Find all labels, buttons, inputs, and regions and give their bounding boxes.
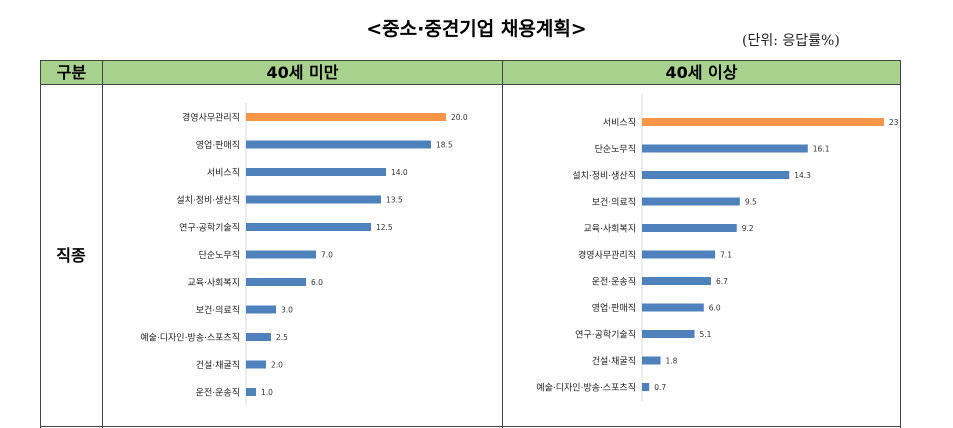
category-label: 영업·판매직: [196, 140, 240, 151]
value-label: 0.7: [654, 383, 666, 392]
category-label: 설치·정비·생산직: [572, 170, 636, 182]
bar: [246, 250, 316, 259]
category-label: 교육·사회복지: [583, 224, 636, 235]
value-label: 1.8: [666, 357, 678, 366]
bar: [642, 356, 661, 365]
category-label: 운전·운송직: [196, 388, 240, 399]
bar: [642, 197, 740, 206]
table-divider-2: [502, 85, 503, 428]
header-over-40: 40세 이상: [502, 60, 901, 85]
value-label: 6.7: [716, 277, 728, 286]
value-label: 5.1: [700, 330, 712, 339]
category-label: 보건·의료직: [196, 305, 240, 316]
value-label: 7.1: [720, 251, 732, 260]
bar: [246, 223, 371, 231]
chart-over-40: 서비스직 23.5 단순노무직 16.1 설치·정비·생산직 14.3 보건·의료직 9.5 교…: [536, 94, 898, 401]
category-label: 단순노무직: [199, 250, 240, 261]
category-label: 건설·채굴직: [196, 360, 240, 371]
header-under-40: 40세 미만: [102, 60, 503, 85]
value-label: 6.0: [311, 278, 323, 287]
bar: [246, 113, 446, 121]
category-label: 예술·디자인·방송·스포츠직: [140, 333, 240, 344]
value-label: 7.0: [321, 251, 333, 260]
category-label: 연구·공학기술직: [575, 330, 636, 341]
table-border-right: [900, 85, 901, 428]
bar: [642, 224, 737, 232]
value-label: 13.5: [386, 196, 403, 205]
bar: [246, 168, 386, 176]
value-label: 1.0: [261, 388, 273, 397]
value-label: 14.3: [794, 171, 811, 180]
bar: [246, 278, 306, 286]
bar: [246, 333, 271, 341]
category-label: 건설·채굴직: [592, 356, 636, 367]
value-label: 18.5: [436, 141, 453, 150]
value-label: 6.0: [709, 304, 721, 313]
bar: [642, 303, 704, 312]
unit-label: (단위: 응답률%): [742, 33, 840, 49]
value-label: 9.2: [742, 224, 754, 233]
bar: [246, 360, 266, 369]
page-title: <중소·중견기업 채용계획>: [366, 18, 587, 40]
value-label: 12.5: [376, 223, 393, 232]
value-label: 14.0: [391, 168, 408, 177]
table-row-bottom: [40, 426, 901, 427]
category-label: 연구·공학기술직: [179, 223, 240, 234]
chart-under-40: 경영사무관리직 20.0 영업·판매직 18.5 서비스직 14.0 설치·정비·생산직 13…: [140, 103, 468, 406]
value-label: 2.0: [271, 361, 283, 370]
table-divider-1: [102, 85, 103, 428]
category-label: 설치·정비·생산직: [176, 194, 240, 206]
bar: [642, 383, 650, 391]
category-label: 서비스직: [603, 118, 636, 129]
row-label-occupation: 직종: [56, 246, 86, 265]
category-label: 경영사무관리직: [182, 112, 240, 124]
category-label: 경영사무관리직: [578, 249, 636, 261]
value-label: 20.0: [451, 113, 468, 122]
bar: [642, 330, 695, 338]
category-label: 예술·디자인·방송·스포츠직: [536, 383, 636, 394]
value-label: 3.0: [281, 306, 293, 315]
bar: [642, 171, 790, 179]
bar: [642, 118, 884, 126]
value-label: 16.1: [813, 145, 830, 154]
table-border-left: [40, 85, 41, 428]
bar: [246, 388, 256, 396]
bar: [246, 305, 276, 314]
category-label: 보건·의료직: [592, 197, 636, 208]
value-label: 9.5: [745, 198, 757, 207]
category-label: 서비스직: [207, 168, 240, 179]
bar: [642, 144, 808, 153]
bar: [642, 250, 716, 259]
value-label: 2.5: [276, 333, 288, 342]
header-col-category: 구분: [40, 60, 103, 85]
bar: [642, 277, 711, 285]
category-label: 운전·운송직: [592, 277, 636, 288]
category-label: 단순노무직: [595, 144, 636, 155]
category-label: 영업·판매직: [592, 303, 636, 314]
bar: [246, 140, 431, 149]
category-label: 교육·사회복지: [187, 278, 240, 289]
bar: [246, 195, 381, 204]
value-label: 23.5: [889, 118, 898, 127]
